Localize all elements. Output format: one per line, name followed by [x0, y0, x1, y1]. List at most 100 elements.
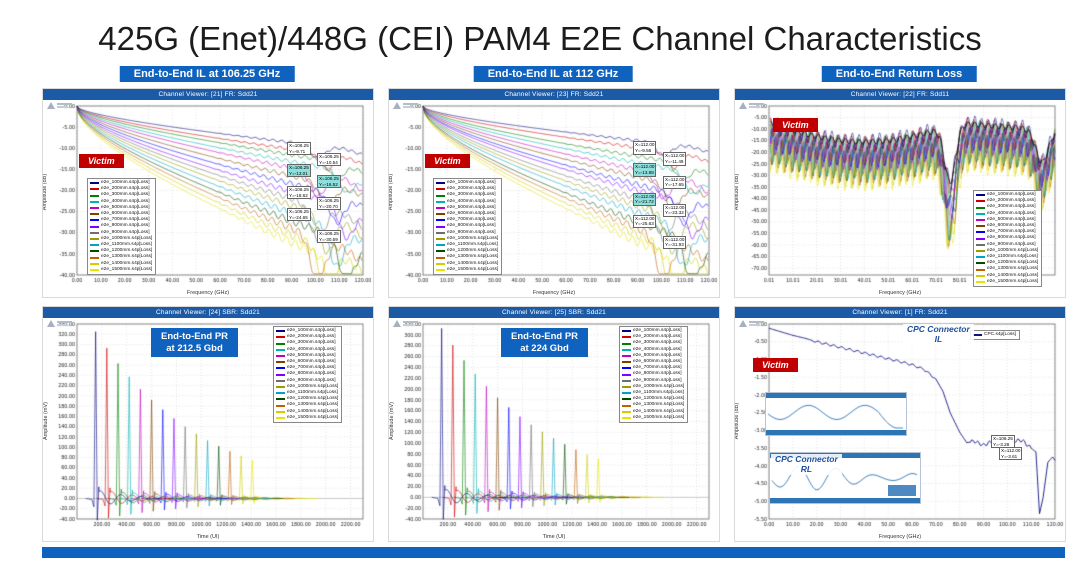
legend-item: e2e_600mm.s4p[Loss] [436, 211, 498, 217]
legend-item: e2e_300mm.s4p[Loss] [436, 192, 498, 198]
legend-label: e2e_1000mm.s4p[Loss] [633, 383, 685, 389]
legend-swatch [276, 342, 285, 345]
legend: e2e_100mm.s4p[Loss] e2e_200mm.s4p[Loss] e2… [273, 326, 343, 424]
legend-item: e2e_100mm.s4p[Loss] [276, 328, 338, 334]
legend-item: e2e_1200mm.s4p[Loss] [976, 260, 1038, 266]
legend-label: e2e_800mm.s4p[Loss] [447, 223, 496, 229]
legend-item: e2e_800mm.s4p[Loss] [976, 235, 1038, 241]
legend-label: e2e_900mm.s4p[Loss] [447, 229, 496, 235]
legend-label: e2e_600mm.s4p[Loss] [287, 359, 336, 365]
legend-label: e2e_500mm.s4p[Loss] [987, 216, 1036, 222]
legend-label: e2e_400mm.s4p[Loss] [987, 210, 1036, 216]
legend-swatch [976, 256, 985, 259]
legend-label: e2e_700mm.s4p[Loss] [287, 365, 336, 371]
legend-label: e2e_300mm.s4p[Loss] [633, 340, 682, 346]
pr-badge-line1: End-to-End PR [511, 331, 579, 342]
legend-swatch [276, 416, 285, 419]
legend-swatch [90, 268, 99, 271]
legend-swatch [90, 262, 99, 265]
legend-swatch [276, 367, 285, 370]
legend-swatch [622, 392, 631, 395]
legend: e2e_100mm.s4p[Loss] e2e_200mm.s4p[Loss] e2… [619, 326, 689, 424]
legend-label: e2e_1100mm.s4p[Loss] [987, 254, 1038, 260]
y-axis-label: Amplitude (mV) [43, 402, 49, 441]
panel-body: Amplitude (dB) Frequency (GHz) Victim e2… [43, 100, 373, 297]
legend-label: e2e_600mm.s4p[Loss] [987, 223, 1036, 229]
legend-label: e2e_1300mm.s4p[Loss] [287, 402, 339, 408]
legend-item: e2e_600mm.s4p[Loss] [622, 359, 684, 365]
legend-item: e2e_1500mm.s4p[Loss] [276, 415, 338, 421]
pr-2125-badge: End-to-End PR at 212.5 Gbd [151, 328, 239, 357]
annotation-callout: X=112.00 Y=-11.49 [663, 152, 687, 166]
legend-swatch [90, 250, 99, 253]
keysight-logo [739, 320, 767, 328]
panel-title-text: Channel Viewer: [21] FR: Sdd21 [158, 91, 258, 98]
legend-item: e2e_700mm.s4p[Loss] [622, 365, 684, 371]
legend-item: e2e_1300mm.s4p[Loss] [436, 254, 498, 260]
legend-label: e2e_1500mm.s4p[Loss] [447, 266, 499, 272]
legend-item: e2e_800mm.s4p[Loss] [622, 371, 684, 377]
legend-label: e2e_700mm.s4p[Loss] [447, 217, 496, 223]
y-axis-label: Amplitude (dB) [735, 173, 741, 210]
legend-item: e2e_1100mm.s4p[Loss] [976, 254, 1038, 260]
panel-body: Amplitude (mV) Time (UI) End-to-End PR a… [43, 318, 373, 541]
panel-il-112: Channel Viewer: [23] FR: Sdd21 Amplitude… [388, 88, 720, 298]
badge-il-112: End-to-End IL at 112 GHz [473, 66, 633, 82]
legend-swatch [976, 268, 985, 271]
legend-item: e2e_1000mm.s4p[Loss] [976, 248, 1038, 254]
legend-swatch [90, 244, 99, 247]
legend-item: e2e_1400mm.s4p[Loss] [276, 409, 338, 415]
inset-footerbar [766, 430, 906, 435]
legend-item: e2e_200mm.s4p[Loss] [436, 186, 498, 192]
legend: e2e_100mm.s4p[Loss] e2e_200mm.s4p[Loss] e2… [87, 178, 157, 276]
legend-swatch [436, 262, 445, 265]
legend-swatch [976, 225, 985, 228]
legend-label: e2e_100mm.s4p[Loss] [633, 328, 682, 333]
panel-title-text: Channel Viewer: [22] FR: Sdd11 [850, 91, 950, 98]
legend-label: e2e_1200mm.s4p[Loss] [633, 396, 685, 402]
pr-224-badge: End-to-End PR at 224 Gbd [501, 328, 589, 357]
victim-label: Victim [79, 154, 124, 168]
legend-swatch [622, 398, 631, 401]
badge-return-loss: End-to-End Return Loss [821, 66, 977, 82]
x-axis-label: Frequency (GHz) [878, 290, 922, 296]
legend-swatch [276, 330, 285, 333]
panel-titlebar: Channel Viewer: [25] SBR: Sdd21 [389, 307, 719, 318]
legend-item: e2e_700mm.s4p[Loss] [436, 217, 498, 223]
x-axis-label: Frequency (GHz) [532, 290, 576, 296]
panel-title-text: Channel Viewer: [1] FR: Sdd21 [852, 309, 948, 316]
legend-label: e2e_1100mm.s4p[Loss] [633, 390, 684, 396]
legend-swatch [622, 367, 631, 370]
legend-item: e2e_400mm.s4p[Loss] [976, 211, 1038, 217]
legend-swatch [976, 249, 985, 252]
legend-label: e2e_900mm.s4p[Loss] [101, 229, 150, 235]
legend-label: e2e_1300mm.s4p[Loss] [633, 402, 685, 408]
legend-item: e2e_900mm.s4p[Loss] [90, 230, 152, 236]
keysight-logo [47, 320, 75, 328]
legend-swatch [976, 231, 985, 234]
y-axis-label: Amplitude (dB) [735, 403, 741, 440]
legend-item: e2e_1400mm.s4p[Loss] [90, 261, 152, 267]
legend-swatch [90, 182, 99, 185]
pr-badge-line2: at 212.5 Gbd [166, 342, 223, 354]
legend-swatch [436, 268, 445, 271]
pr-badge-line2: at 224 Gbd [520, 342, 569, 354]
legend-label: e2e_600mm.s4p[Loss] [447, 211, 496, 217]
keysight-logo [739, 102, 767, 110]
legend-label: e2e_100mm.s4p[Loss] [101, 180, 150, 185]
legend-swatch [622, 410, 631, 413]
legend-swatch [436, 213, 445, 216]
legend-label: e2e_500mm.s4p[Loss] [287, 352, 336, 358]
legend-swatch [622, 342, 631, 345]
legend-label: e2e_1500mm.s4p[Loss] [287, 414, 339, 420]
panel-il-106: Channel Viewer: [21] FR: Sdd21 Amplitude… [42, 88, 374, 298]
panel-cpc: Channel Viewer: [1] FR: Sdd21 Amplitude … [734, 306, 1066, 542]
legend-swatch [276, 404, 285, 407]
legend-swatch [976, 212, 985, 215]
legend-swatch [436, 250, 445, 253]
cpc-il-inset-curve [766, 398, 906, 430]
legend: e2e_100mm.s4p[Loss] e2e_200mm.s4p[Loss] e2… [433, 178, 503, 276]
legend-swatch [622, 385, 631, 388]
legend-label: e2e_1000mm.s4p[Loss] [447, 235, 499, 241]
legend-item: e2e_1200mm.s4p[Loss] [622, 396, 684, 402]
